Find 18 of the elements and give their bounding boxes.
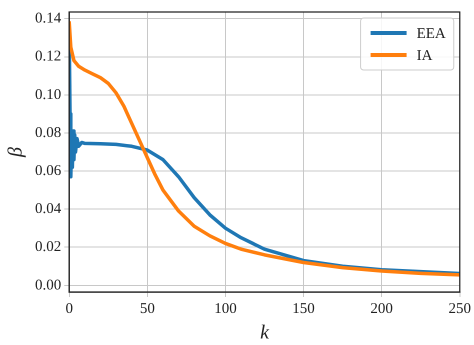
y-tick-label: 0.08 [35,124,62,141]
x-tick-label: 0 [66,300,73,317]
legend-label: EEA [416,26,446,42]
x-tick-label: 50 [140,300,155,317]
x-tick-label: 100 [214,300,237,317]
y-tick-label: 0.04 [35,201,62,218]
y-tick-label: 0.14 [35,10,62,27]
x-tick-label: 200 [370,300,393,317]
x-tick-label: 150 [292,300,315,317]
y-axis-title: β [4,146,26,158]
y-tick-label: 0.10 [35,86,62,103]
y-tick-label: 0.12 [35,48,62,65]
x-tick-label: 250 [448,300,471,317]
y-tick-label: 0.06 [35,162,62,179]
y-tick-label: 0.02 [35,239,62,256]
legend-label: IA [416,48,433,64]
y-tick-label: 0.00 [35,277,62,294]
x-axis-title: k [260,321,270,344]
